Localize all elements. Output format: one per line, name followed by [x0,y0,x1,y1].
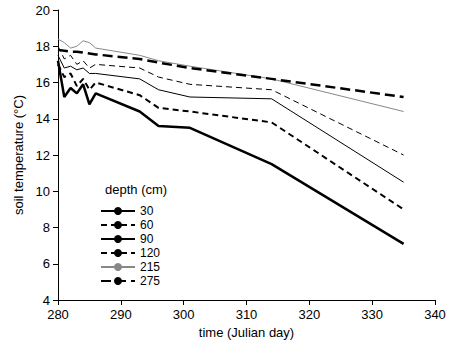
svg-text:6: 6 [43,256,50,271]
svg-text:4: 4 [43,293,50,308]
svg-text:20: 20 [36,3,50,18]
svg-text:280: 280 [47,307,69,322]
svg-text:soil temperature (°C): soil temperature (°C) [11,95,26,215]
svg-text:120: 120 [140,246,160,260]
svg-text:16: 16 [36,75,50,90]
svg-text:215: 215 [140,260,160,274]
svg-text:275: 275 [140,274,160,288]
svg-text:290: 290 [110,307,132,322]
svg-text:8: 8 [43,220,50,235]
svg-text:10: 10 [36,184,50,199]
svg-text:310: 310 [236,307,258,322]
svg-text:time (Julian day): time (Julian day) [199,325,294,340]
svg-text:90: 90 [140,232,154,246]
svg-text:300: 300 [173,307,195,322]
svg-text:depth (cm): depth (cm) [105,182,167,197]
svg-text:60: 60 [140,218,154,232]
svg-text:12: 12 [36,148,50,163]
svg-text:340: 340 [424,307,446,322]
svg-text:14: 14 [36,111,50,126]
svg-text:320: 320 [298,307,320,322]
svg-text:18: 18 [36,39,50,54]
svg-text:30: 30 [140,204,154,218]
svg-text:330: 330 [361,307,383,322]
